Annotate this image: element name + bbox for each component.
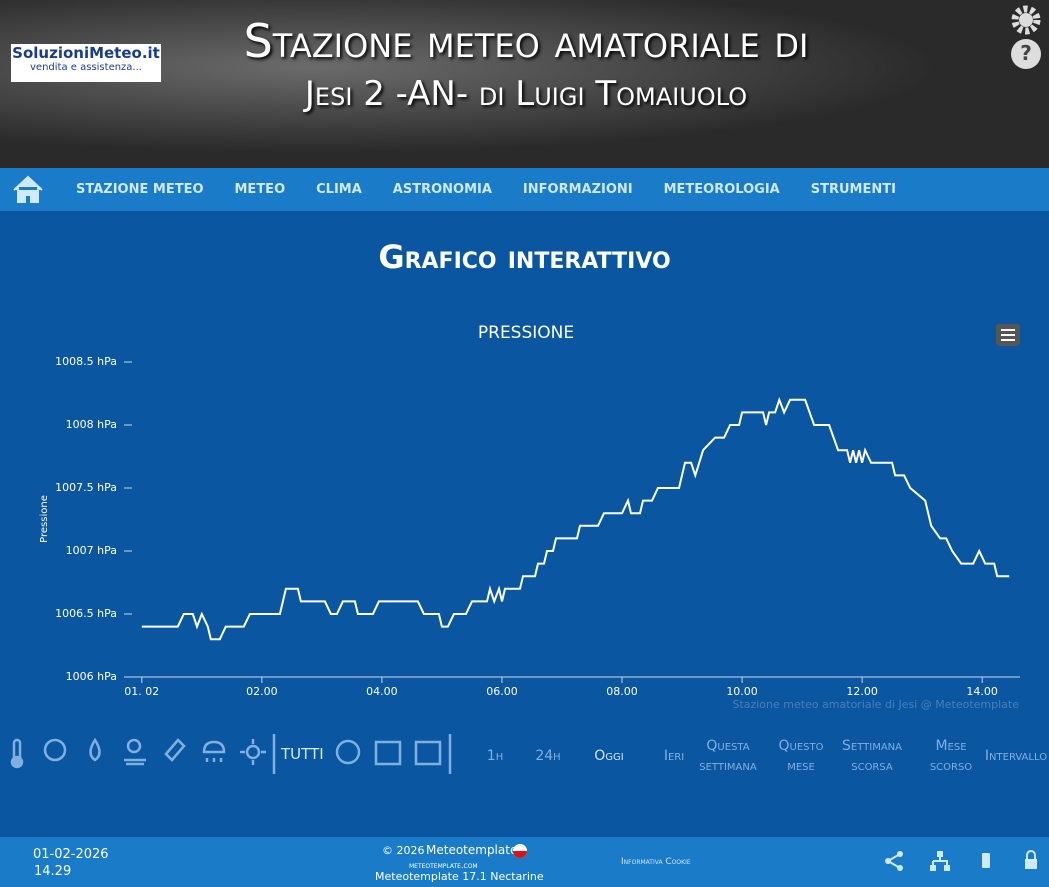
- footer-version: Meteotemplate 17.1 Nectarine: [375, 870, 544, 883]
- nav-item[interactable]: METEO: [234, 182, 286, 197]
- nav-item[interactable]: STAZIONE METEO: [76, 182, 204, 197]
- x-tick-label: 12.00: [846, 685, 878, 698]
- logo[interactable]: SoluzioniMeteo.it vendita e assistenza...: [11, 44, 161, 82]
- temperature-icon[interactable]: [10, 738, 24, 769]
- footer-date: 01-02-2026: [33, 847, 109, 862]
- nav-bar: STAZIONE METEO METEO CLIMA ASTRONOMIA INFORM…: [0, 168, 1049, 211]
- x-tick-label: 04.00: [366, 685, 398, 698]
- y-tick-label: 1007 hPa: [66, 544, 117, 557]
- header: SoluzioniMeteo.it vendita e assistenza...…: [0, 0, 1049, 168]
- cookie-link[interactable]: Informativa Cookie: [621, 857, 691, 867]
- x-tick-label: 10.00: [726, 685, 758, 698]
- flag-icon: [513, 844, 527, 858]
- range-button[interactable]: Mese scorso: [929, 738, 973, 774]
- pressure-line: [141, 396, 1010, 641]
- range-button[interactable]: Intervallo: [984, 748, 1048, 764]
- range-button[interactable]: 24h: [535, 748, 561, 764]
- m-icon[interactable]: [414, 740, 442, 766]
- y-tick-label: 1007.5 hPa: [55, 481, 117, 494]
- nav-item[interactable]: INFORMAZIONI: [522, 182, 633, 197]
- chart-credit: Stazione meteo amatoriale di Jesi @ Mete…: [732, 698, 1019, 711]
- nav-item[interactable]: STRUMENTI: [810, 182, 896, 197]
- share-icon[interactable]: [885, 851, 903, 871]
- y-tick-label: 1006.5 hPa: [55, 607, 117, 620]
- mobile-icon[interactable]: [982, 853, 990, 868]
- chart-title: PRESSIONE: [478, 323, 574, 343]
- settings-core: [1019, 13, 1033, 27]
- range-button[interactable]: Questa settimana: [699, 738, 757, 774]
- settings-icon[interactable]: [1011, 5, 1041, 35]
- sun-icon[interactable]: [240, 739, 266, 765]
- footer: 01-02-2026 14.29 © 2026 Meteotemplate me…: [0, 837, 1049, 887]
- range-button[interactable]: Questo mese: [778, 738, 824, 774]
- x-tick-label: 14.00: [966, 685, 998, 698]
- lock-icon[interactable]: [1025, 850, 1037, 869]
- footer-icons: [885, 850, 1037, 871]
- nav-item[interactable]: METEOROLOGIA: [663, 182, 780, 197]
- range-button[interactable]: 1h: [486, 748, 504, 764]
- toolbar: TUTTI 1h 24h Oggi Ieri Questa settimana Quest…: [0, 730, 1049, 780]
- footer-copyright: © 2026: [382, 844, 425, 857]
- range-button[interactable]: Settimana scorsa: [842, 738, 902, 774]
- footer-brand[interactable]: Meteotemplate: [426, 843, 518, 857]
- range-button[interactable]: Oggi: [594, 748, 624, 764]
- toolbar-icons: [10, 734, 452, 774]
- header-subtitle: Jesi 2 -AN- di Luigi Tomaiuolo: [304, 74, 748, 114]
- header-title: Stazione meteo amatoriale di: [243, 14, 809, 68]
- logo-subtitle: vendita e assistenza...: [30, 62, 142, 73]
- rain-icon[interactable]: [202, 740, 226, 762]
- page-heading: Grafico interattivo: [378, 238, 671, 276]
- windsock-icon[interactable]: [164, 738, 186, 762]
- footer-site[interactable]: meteotemplate.com: [409, 861, 478, 870]
- wind-icon[interactable]: [124, 738, 146, 766]
- range-button[interactable]: Ieri: [663, 748, 685, 764]
- all-button[interactable]: TUTTI: [281, 745, 324, 763]
- home-shape: [13, 175, 43, 203]
- y-tick-label: 1008 hPa: [66, 418, 117, 431]
- help-mark: ?: [1020, 41, 1032, 65]
- pressure-icon[interactable]: [43, 738, 67, 762]
- y-tick-label: 1008.5 hPa: [55, 355, 117, 368]
- x-tick-label: 08.00: [606, 685, 638, 698]
- header-icons: ?: [1011, 5, 1041, 69]
- menu-button[interactable]: [996, 324, 1020, 346]
- nav-item[interactable]: CLIMA: [316, 182, 362, 197]
- humidity-icon[interactable]: [89, 737, 101, 762]
- day-icon[interactable]: [335, 739, 361, 765]
- home-icon[interactable]: [0, 168, 76, 211]
- sitemap-icon[interactable]: [930, 851, 950, 871]
- y-tick-label: 1006 hPa: [66, 670, 117, 683]
- x-tick-label: 02.00: [246, 685, 278, 698]
- logo-title: SoluzioniMeteo.it: [12, 44, 160, 62]
- help-icon[interactable]: [1011, 39, 1041, 69]
- chart: PRESSIONE Pressione Stazione meteo amato…: [39, 323, 1020, 711]
- x-tick-label: 06.00: [486, 685, 518, 698]
- y-axis-label: Pressione: [39, 495, 50, 543]
- d-icon[interactable]: [374, 740, 402, 766]
- x-tick-label: 01. 02: [124, 685, 159, 698]
- footer-time: 14.29: [34, 864, 72, 879]
- nav-item[interactable]: ASTRONOMIA: [392, 182, 492, 197]
